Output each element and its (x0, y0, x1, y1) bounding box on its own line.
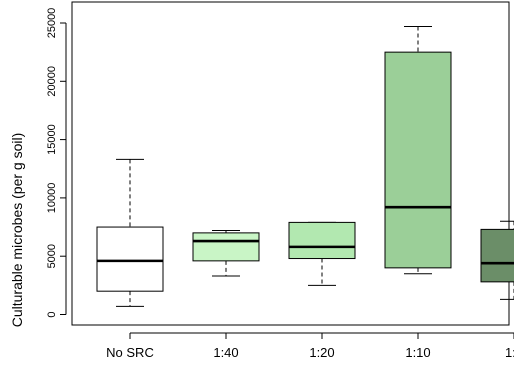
x-axis: No SRC 1:40 1:20 1:10 1:5 (106, 332, 514, 360)
iqr-box (192, 232, 260, 262)
iqr-box (480, 228, 514, 283)
y-tick-label: 10000 (46, 183, 58, 214)
y-tick-label: 0 (46, 311, 58, 317)
box-4 (384, 25, 452, 275)
box-5 (480, 220, 514, 300)
y-tick-label: 20000 (46, 66, 58, 97)
iqr-box (384, 51, 452, 269)
iqr-box (288, 221, 356, 260)
y-axis: 0 5000 10000 15000 20000 25000 (46, 8, 67, 318)
plot-frame (71, 1, 510, 326)
y-tick-label: 25000 (46, 8, 58, 39)
x-tick-label: 1:40 (213, 345, 238, 360)
box-3 (288, 221, 356, 286)
x-tick-label: 1:10 (405, 345, 430, 360)
x-tick-label: 1:20 (309, 345, 334, 360)
y-tick-label: 15000 (46, 124, 58, 155)
box-2 (192, 230, 260, 277)
y-tick-label: 5000 (46, 244, 58, 268)
y-axis-title: Culturable microbes (per g soil) (9, 133, 25, 328)
box-1 (96, 158, 164, 307)
x-tick-label: No SRC (106, 345, 154, 360)
boxes-group (96, 25, 514, 307)
iqr-box (96, 226, 164, 292)
x-tick-label: 1:5 (505, 345, 514, 360)
